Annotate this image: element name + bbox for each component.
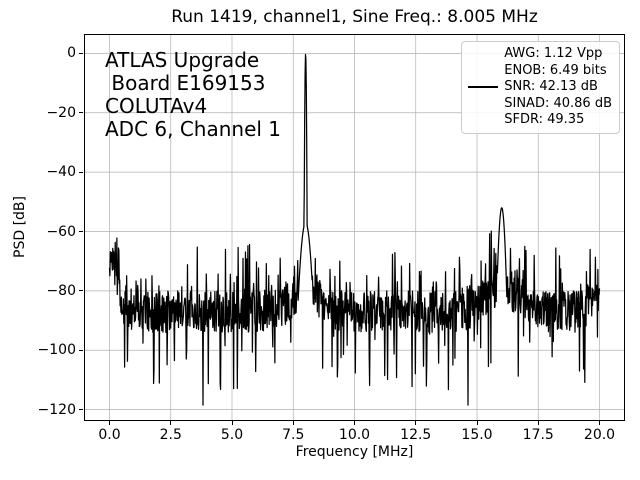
y-tick-label: −120 (37, 401, 76, 418)
x-tick (476, 421, 478, 425)
y-tick (79, 349, 83, 351)
y-tick (79, 409, 83, 411)
legend-text: AWG: 1.12 Vpp ENOB: 6.49 bits SNR: 42.13… (504, 46, 612, 129)
annotation-line: ADC 6, Channel 1 (105, 117, 282, 141)
y-tick-label: −100 (37, 342, 76, 359)
x-tick-label: 7.5 (282, 427, 305, 443)
x-tick-label: 10.0 (338, 427, 371, 443)
x-tick-label: 12.5 (400, 427, 432, 443)
chart-title: Run 1419, channel1, Sine Freq.: 8.005 MH… (171, 7, 538, 27)
legend-line-sample (468, 86, 499, 89)
x-tick (354, 421, 355, 425)
x-tick-label: 0.0 (98, 427, 121, 443)
annotation-line: COLUTAv4 (105, 94, 208, 118)
annotation-text: ATLAS Upgrade Board E169153 COLUTAv4 ADC… (105, 49, 281, 141)
y-tick (79, 52, 83, 54)
legend: AWG: 1.12 Vpp ENOB: 6.49 bits SNR: 42.13… (461, 41, 620, 134)
y-tick-label: −40 (46, 164, 76, 181)
y-tick (79, 231, 83, 232)
x-tick-label: 15.0 (461, 427, 493, 443)
plot-area: ATLAS Upgrade Board E169153 COLUTAv4 ADC… (84, 34, 625, 421)
legend-entry-sinad: SINAD: 40.86 dB (504, 95, 612, 111)
x-tick (109, 421, 110, 425)
annotation-line: ATLAS Upgrade (105, 48, 260, 72)
x-tick (537, 421, 539, 425)
legend-entry-awg: AWG: 1.12 Vpp (504, 46, 603, 61)
y-tick (79, 171, 83, 173)
y-tick (79, 290, 83, 292)
x-tick-label: 17.5 (522, 427, 554, 443)
x-tick (599, 421, 600, 425)
annotation-line: Board E169153 (105, 71, 266, 95)
x-tick-label: 2.5 (159, 427, 182, 443)
x-tick (231, 421, 233, 425)
x-tick-label: 5.0 (220, 427, 244, 443)
y-tick-label: −20 (46, 104, 76, 121)
y-tick (79, 112, 83, 114)
y-axis-label: PSD [dB] (12, 196, 28, 258)
x-tick-label: 20.0 (583, 427, 616, 443)
x-axis-label: Frequency [MHz] (295, 444, 414, 460)
legend-entry-enob: ENOB: 6.49 bits (504, 62, 607, 78)
legend-entry-snr: SNR: 42.13 dB (504, 79, 598, 94)
y-tick-label: −60 (46, 223, 76, 240)
x-tick (292, 421, 294, 425)
x-tick (415, 421, 417, 425)
y-tick-label: −80 (46, 282, 76, 299)
legend-entry-sfdr: SFDR: 49.35 (504, 112, 585, 127)
y-tick-label: 0 (67, 45, 76, 62)
x-tick (170, 421, 172, 425)
